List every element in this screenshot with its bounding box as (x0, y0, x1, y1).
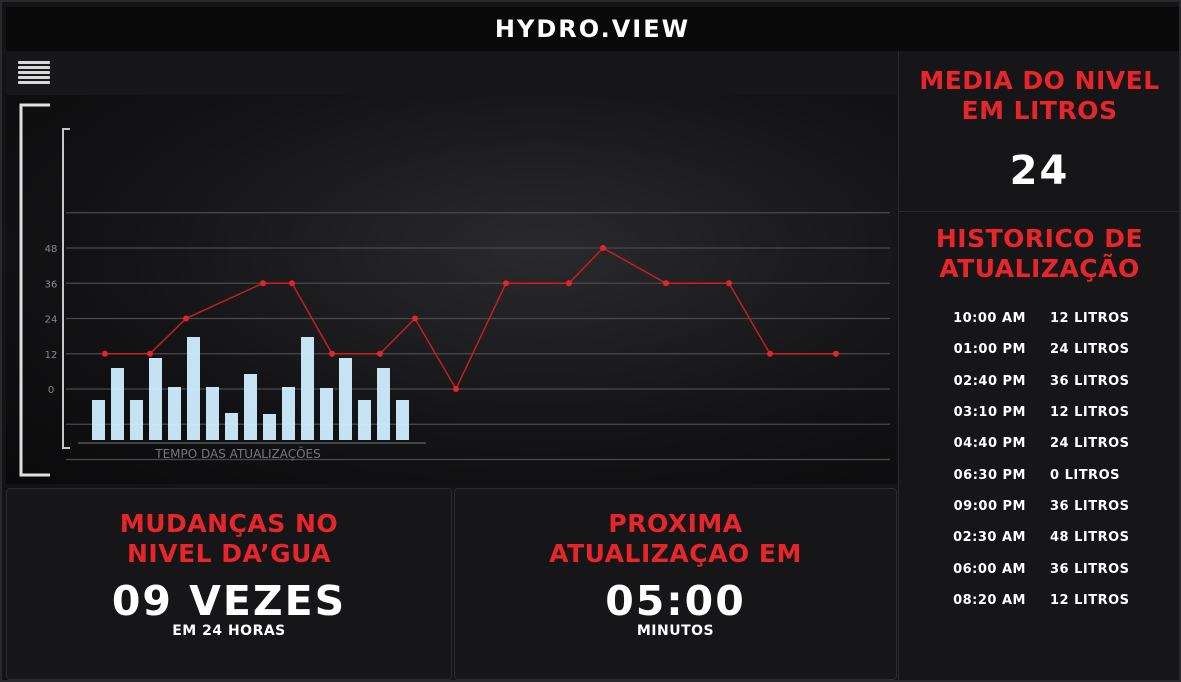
changes-title: MUDANÇAS NO NIVEL DA’GUA (119, 509, 339, 568)
y-tick-label: 24 (45, 315, 58, 326)
line-point (503, 280, 509, 287)
list-item: 01:00 PM 24 LITROS (899, 334, 1180, 365)
history-value: 36 LITROS (1050, 373, 1130, 389)
bar (92, 400, 105, 440)
bar (282, 387, 295, 440)
bar (130, 400, 143, 440)
line-point (412, 315, 418, 322)
chart-panel: 48 36 24 12 0 TEMPO DAS ATUALIZAÇÕES (6, 51, 897, 484)
y-tick-label: 0 (48, 385, 54, 396)
bar (263, 414, 276, 440)
bar (339, 358, 352, 440)
list-item: 03:10 PM 12 LITROS (899, 397, 1180, 428)
bar (320, 388, 333, 440)
history-value: 24 LITROS (1050, 342, 1130, 358)
line-point (663, 280, 669, 287)
chart-area: 48 36 24 12 0 TEMPO DAS ATUALIZAÇÕES (6, 95, 897, 484)
next-update-subtitle: MINUTOS (636, 623, 715, 639)
history-value: 12 LITROS (1050, 592, 1130, 608)
y-tick-label: 48 (45, 244, 58, 255)
bar (111, 368, 124, 440)
bar (358, 400, 371, 440)
history-value: 12 LITROS (1050, 405, 1130, 421)
history-value: 36 LITROS (1050, 561, 1130, 577)
line-point (833, 350, 839, 357)
history-value: 48 LITROS (1050, 530, 1130, 546)
line-point (329, 350, 335, 357)
line-point (260, 280, 266, 287)
bar (396, 400, 409, 440)
next-update-title: PROXIMA ATUALIZAÇAO EM (549, 509, 802, 568)
history-time: 02:40 PM (953, 373, 1026, 389)
toolbar (6, 51, 897, 95)
bar (168, 387, 181, 440)
y-tick-label: 36 (45, 279, 58, 290)
list-item: 02:30 AM 48 LITROS (899, 522, 1180, 553)
history-time: 01:00 PM (953, 342, 1026, 358)
line-point (289, 280, 295, 287)
water-level-changes-card: MUDANÇAS NO NIVEL DA’GUA 09 VEZES EM 24 … (6, 488, 452, 680)
inner-bracket (62, 128, 70, 449)
line-point (566, 280, 572, 287)
history-value: 36 LITROS (1050, 498, 1130, 514)
history-value: 12 LITROS (1050, 311, 1130, 327)
history-value: 24 LITROS (1050, 436, 1130, 452)
list-item: 06:30 PM 0 LITROS (899, 459, 1180, 490)
history-list: 10:00 AM 12 LITROS 01:00 PM 24 LITROS 02:4… (899, 303, 1180, 616)
list-item: 04:40 PM 24 LITROS (899, 428, 1180, 459)
bar-axis-label: TEMPO DAS ATUALIZAÇÕES (154, 446, 321, 461)
history-time: 10:00 AM (953, 311, 1026, 327)
line-point (183, 315, 189, 322)
update-history-box: HISTORICO DE ATUALIZAÇÃO 10:00 AM 12 LITR… (899, 213, 1180, 680)
line-point (147, 350, 153, 357)
history-time: 02:30 AM (953, 530, 1026, 546)
y-tick-label: 12 (45, 350, 58, 361)
update-history-title: HISTORICO DE ATUALIZAÇÃO (935, 224, 1144, 283)
line-point (600, 245, 606, 251)
average-level-value: 24 (1009, 148, 1070, 194)
app-title: HYDRO.VIEW (494, 15, 691, 43)
history-value: 0 LITROS (1050, 467, 1120, 483)
line-point (102, 350, 108, 357)
bar (149, 358, 162, 440)
average-level-title: MEDIA DO NIVEL EM LITROS (919, 66, 1160, 125)
title-bar: HYDRO.VIEW (6, 7, 1179, 51)
line-series (105, 247, 836, 391)
bar (301, 337, 314, 440)
list-item: 10:00 AM 12 LITROS (899, 303, 1180, 334)
history-time: 06:00 AM (953, 561, 1026, 577)
next-update-value: 05:00 (605, 577, 746, 625)
list-item: 09:00 PM 36 LITROS (899, 491, 1180, 522)
history-time: 06:30 PM (953, 467, 1026, 483)
right-column: MEDIA DO NIVEL EM LITROS 24 HISTORICO DE… (898, 51, 1180, 680)
list-item: 08:20 AM 12 LITROS (899, 585, 1180, 616)
next-update-card: PROXIMA ATUALIZAÇAO EM 05:00 MINUTOS (454, 488, 897, 680)
list-item: 06:00 AM 36 LITROS (899, 553, 1180, 584)
average-level-box: MEDIA DO NIVEL EM LITROS 24 (899, 51, 1180, 212)
bar (244, 374, 257, 440)
line-point (377, 350, 383, 357)
line-point (453, 386, 459, 392)
bar (225, 413, 238, 440)
line-point (767, 350, 773, 357)
water-level-chart: 48 36 24 12 0 TEMPO DAS ATUALIZAÇÕES (19, 103, 890, 477)
history-time: 03:10 PM (953, 405, 1026, 421)
changes-subtitle: EM 24 HORAS (172, 623, 286, 639)
changes-value: 09 VEZES (111, 577, 347, 625)
bar (206, 387, 219, 440)
line-point (726, 280, 732, 287)
bar (377, 368, 390, 440)
outer-bracket (19, 103, 50, 477)
bar (187, 337, 200, 440)
history-time: 04:40 PM (953, 436, 1026, 452)
list-item: 02:40 PM 36 LITROS (899, 366, 1180, 397)
history-time: 09:00 PM (953, 498, 1026, 514)
history-time: 08:20 AM (953, 592, 1026, 608)
hamburger-menu-icon[interactable] (18, 61, 50, 85)
